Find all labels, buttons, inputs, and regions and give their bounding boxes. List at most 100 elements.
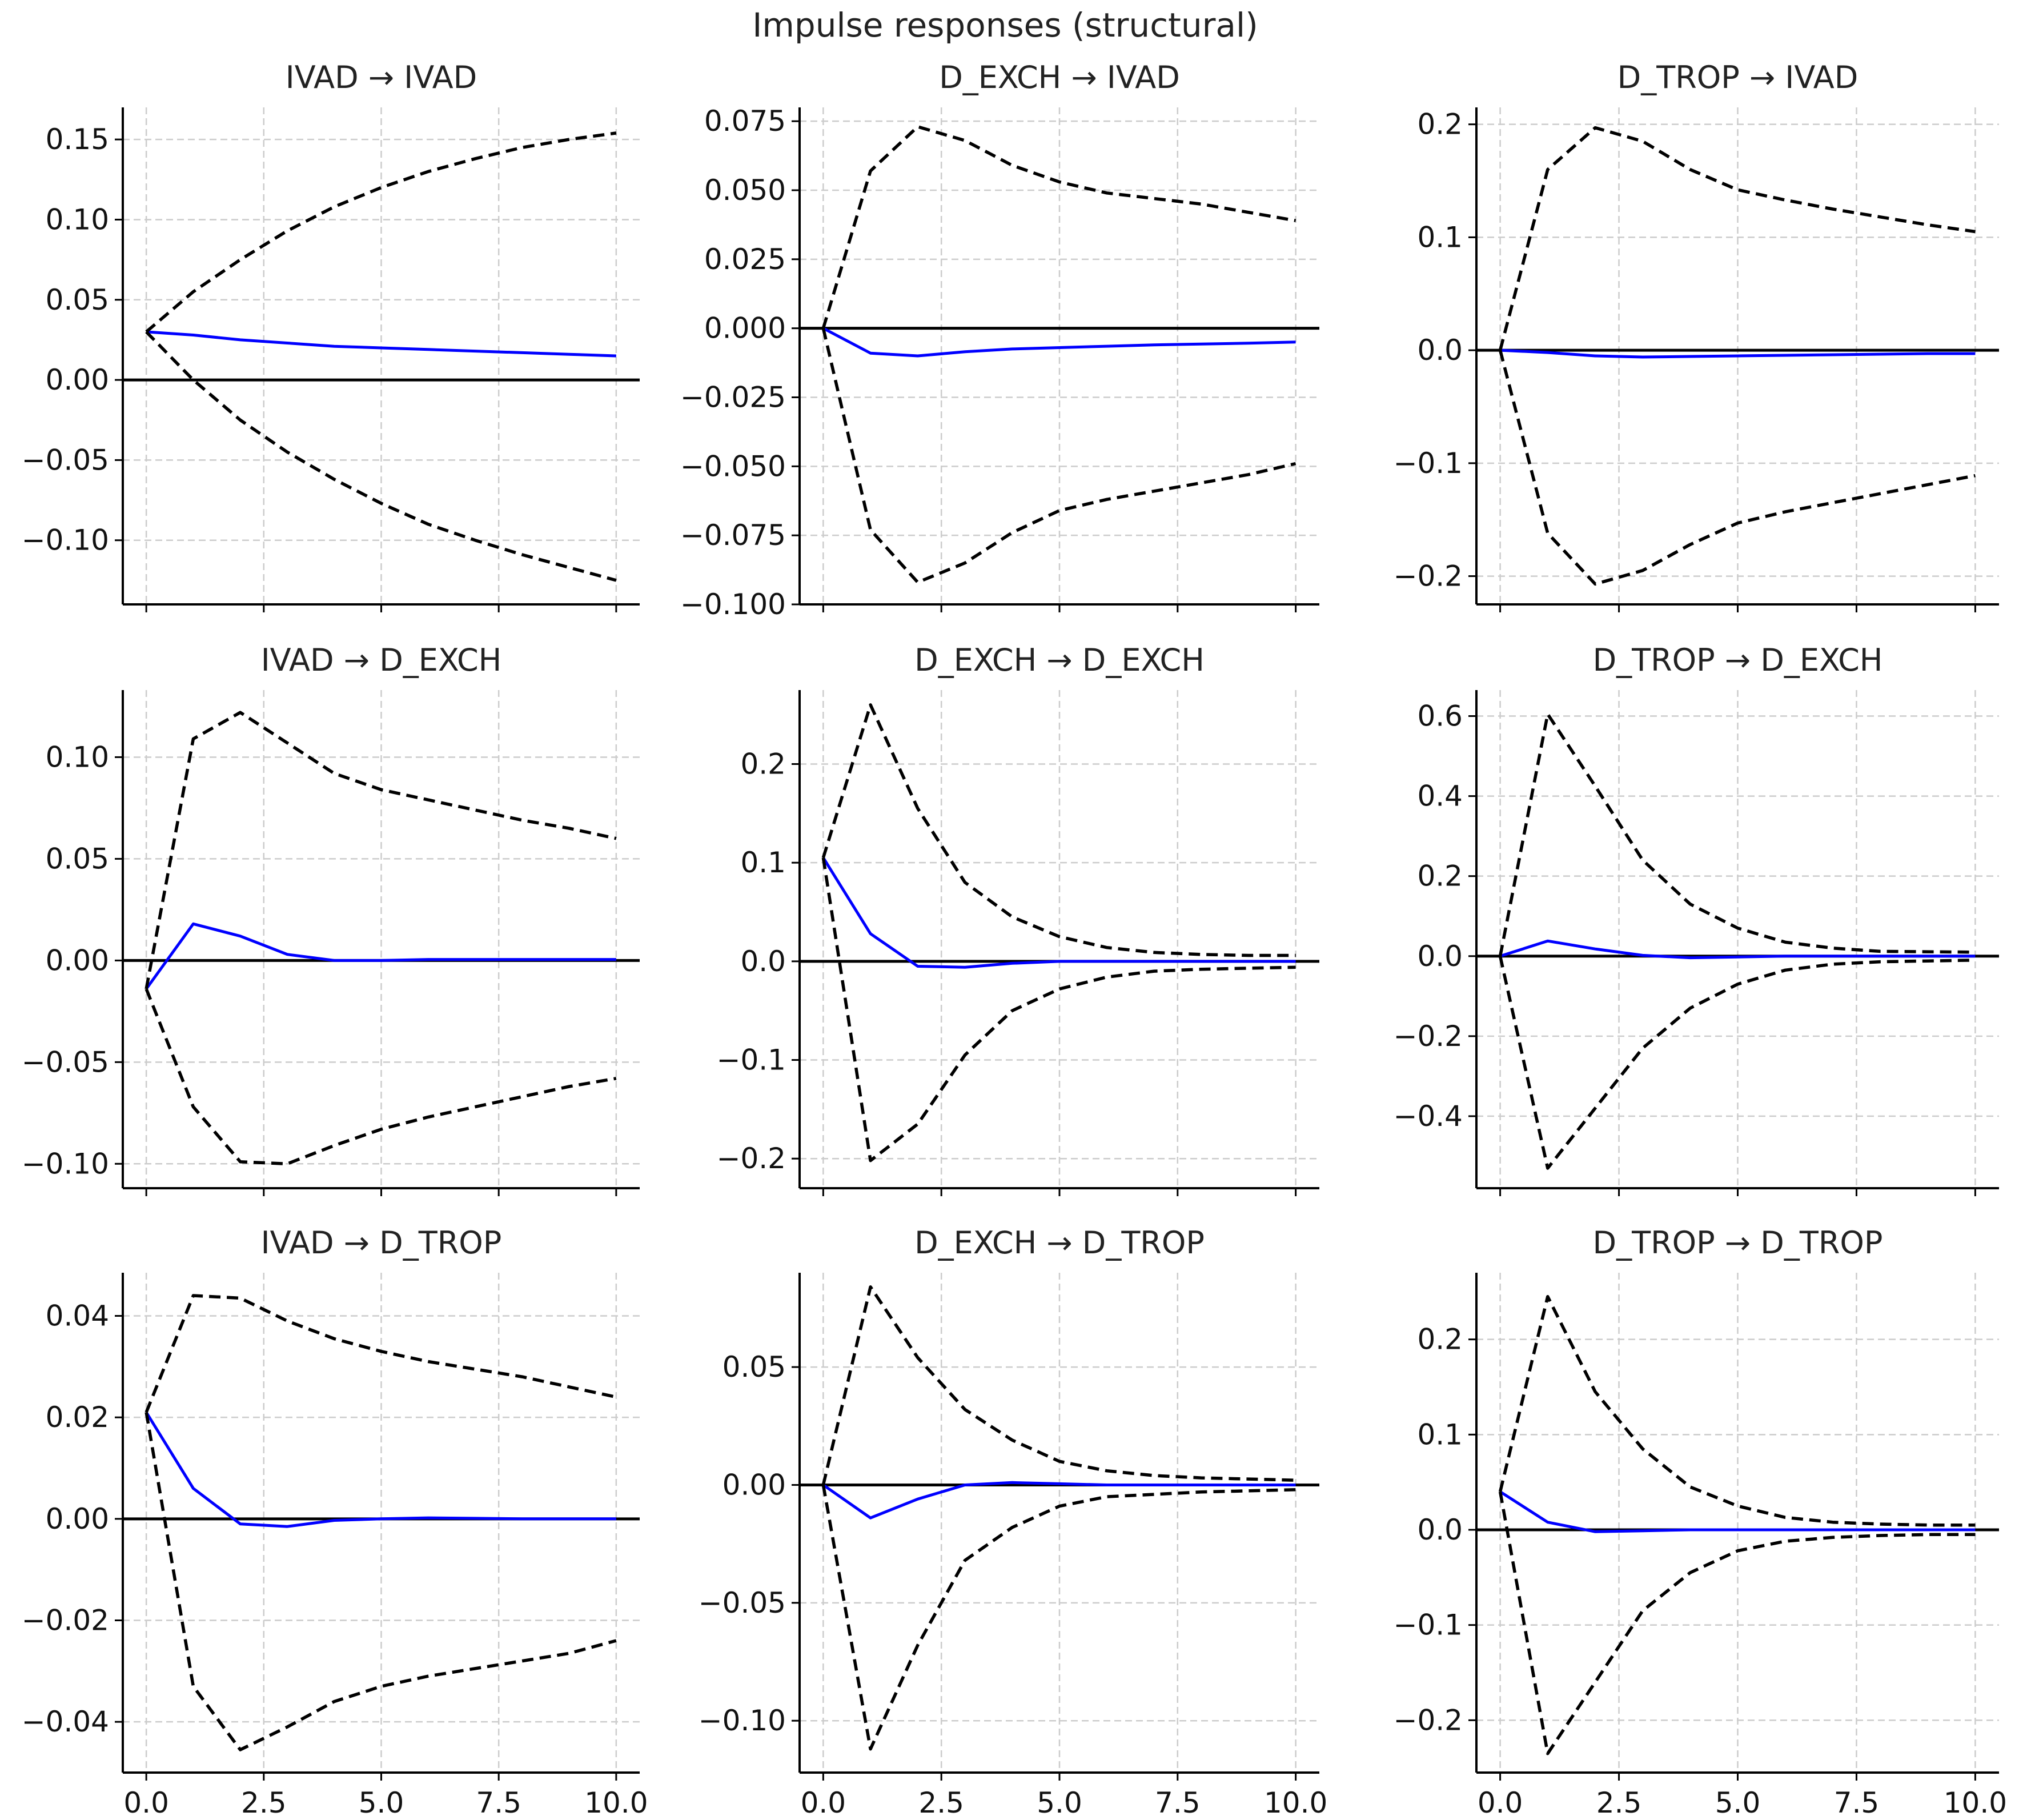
x-tick-label: 5.0: [1715, 1786, 1761, 1819]
x-tick-label: 0.0: [123, 1786, 169, 1819]
y-tick-label: −0.05: [22, 443, 109, 476]
response-line: [1499, 1490, 1976, 1533]
confidence-band-upper: [144, 711, 617, 989]
y-tick-label: −0.10: [22, 524, 109, 557]
y-tick-label: 0.05: [46, 283, 109, 316]
y-tick-label: 0.05: [722, 1350, 786, 1384]
y-tick-label: 0.075: [704, 105, 786, 138]
confidence-band-upper: [145, 131, 617, 333]
y-tick-label: 0.4: [1417, 780, 1463, 813]
confidence-band-upper: [821, 125, 1297, 329]
y-tick-label: −0.2: [717, 1142, 786, 1175]
confidence-band-lower: [821, 328, 1297, 584]
response-line: [822, 1481, 1296, 1520]
y-tick-label: −0.05: [699, 1586, 786, 1619]
panel-d-trop-d-trop: D_TROP → D_TROP 0.0 2.5 5.0 7.5 10.0 0.2 0.1 0.0…: [1394, 1225, 2007, 1819]
y-tick-label: 0.1: [740, 846, 786, 879]
confidence-band-upper: [821, 1285, 1296, 1486]
y-tick-label: 0.10: [46, 203, 109, 236]
confidence-band-lower: [1498, 1491, 1976, 1755]
response-line: [145, 922, 616, 990]
x-tick-label: 5.0: [359, 1786, 404, 1819]
y-tick-label: 0.2: [1417, 1323, 1463, 1356]
y-tick-label: 0.00: [46, 1502, 109, 1536]
y-tick-label: 0.6: [1417, 700, 1463, 733]
y-tick-label: 0.04: [46, 1300, 109, 1333]
y-tick-label: −0.10: [699, 1704, 786, 1737]
panel-title: D_EXCH → D_EXCH: [914, 642, 1205, 678]
confidence-band-lower: [821, 1485, 1296, 1751]
response-line: [822, 327, 1296, 358]
y-tick-label: 0.00: [46, 363, 109, 396]
confidence-band-upper: [1498, 126, 1976, 351]
y-tick-label: −0.1: [717, 1044, 786, 1077]
y-tick-label: −0.075: [680, 519, 786, 552]
x-tick-label: 10.0: [1264, 1786, 1327, 1819]
y-tick-label: 0.05: [46, 842, 109, 875]
panel-title: D_TROP → D_EXCH: [1593, 642, 1883, 678]
y-tick-label: −0.10: [22, 1147, 109, 1180]
x-tick-label: 10.0: [1944, 1786, 2007, 1819]
x-tick-label: 7.5: [1834, 1786, 1880, 1819]
panel-ivad-d-exch: IVAD → D_EXCH 0.10 0.05 0.00 −0.05 −0.10: [22, 642, 640, 1196]
panel-ivad-d-trop: IVAD → D_TROP 0.0 2.5 5.0 7.5 10.0 0.04 0.02 0.0…: [22, 1225, 648, 1819]
panel-d-trop-d-exch: D_TROP → D_EXCH 0.6 0.4 0.2 0.0 −0.2 −0.4: [1394, 642, 1999, 1196]
y-tick-label: −0.100: [680, 588, 786, 621]
panel-title: D_TROP → D_TROP: [1593, 1225, 1883, 1261]
panel-ivad-ivad: IVAD → IVAD 0.15 0.10 0.05 0.00 −0.05 −0.10: [22, 59, 640, 612]
x-tick-label: 2.5: [918, 1786, 964, 1819]
confidence-band-upper: [1498, 712, 1976, 957]
y-tick-label: 0.10: [46, 740, 109, 773]
y-tick-label: 0.000: [704, 312, 786, 345]
y-tick-label: −0.04: [22, 1705, 109, 1738]
y-tick-label: 0.2: [1417, 108, 1463, 141]
panel-d-trop-ivad: D_TROP → IVAD 0.2 0.1 0.0 −0.1 −0.2: [1394, 59, 1999, 612]
y-tick-label: 0.0: [1417, 334, 1463, 367]
y-tick-label: 0.02: [46, 1401, 109, 1434]
panel-d-exch-ivad: D_EXCH → IVAD 0.075 0.050 0.025 0.000 −0.025 −…: [680, 59, 1319, 621]
panel-d-exch-d-trop: D_EXCH → D_TROP 0.0 2.5 5.0 7.5 10.0 0.05 0.00 −…: [699, 1225, 1328, 1819]
response-line: [146, 330, 616, 358]
y-tick-label: 0.0: [1417, 1513, 1463, 1546]
x-tick-label: 2.5: [241, 1786, 287, 1819]
y-tick-label: 0.050: [704, 174, 786, 207]
panel-title: IVAD → IVAD: [286, 59, 477, 95]
y-tick-label: 0.2: [740, 748, 786, 781]
response-line: [144, 1411, 616, 1528]
y-tick-label: −0.02: [22, 1604, 109, 1637]
y-tick-label: 0.00: [722, 1468, 786, 1501]
y-tick-label: 0.15: [46, 123, 109, 156]
y-tick-label: −0.025: [680, 381, 786, 414]
y-tick-label: −0.1: [1394, 1609, 1463, 1642]
response-line: [1500, 348, 1976, 359]
y-tick-label: −0.2: [1394, 1020, 1463, 1053]
confidence-band-upper: [1498, 1294, 1976, 1527]
x-tick-label: 10.0: [584, 1786, 648, 1819]
confidence-band-lower: [1498, 350, 1976, 586]
x-tick-label: 0.0: [1478, 1786, 1523, 1819]
y-tick-label: −0.1: [1394, 447, 1463, 480]
panel-title: IVAD → D_EXCH: [261, 642, 502, 678]
confidence-band-lower: [1498, 956, 1976, 1170]
confidence-band-lower: [821, 857, 1296, 1162]
panel-title: D_EXCH → IVAD: [939, 59, 1180, 95]
x-tick-label: 7.5: [1155, 1786, 1201, 1819]
y-tick-label: 0.0: [1417, 940, 1463, 973]
y-tick-label: −0.2: [1394, 560, 1463, 593]
y-tick-label: 0.00: [46, 944, 109, 977]
y-tick-label: −0.4: [1394, 1100, 1463, 1133]
x-tick-label: 7.5: [476, 1786, 521, 1819]
x-tick-label: 2.5: [1596, 1786, 1642, 1819]
y-tick-label: −0.2: [1394, 1703, 1463, 1737]
confidence-band-lower: [145, 330, 617, 582]
response-line: [822, 857, 1296, 969]
y-tick-label: −0.05: [22, 1045, 109, 1079]
y-tick-label: −0.050: [680, 450, 786, 483]
confidence-band-lower: [144, 988, 617, 1166]
y-tick-label: 0.0: [740, 945, 786, 978]
figure-title: Impulse responses (structural): [752, 6, 1258, 45]
y-tick-label: 0.025: [704, 243, 786, 276]
y-tick-label: 0.1: [1417, 221, 1463, 254]
y-tick-label: 0.1: [1417, 1418, 1463, 1451]
panel-grid: IVAD → IVAD 0.15 0.10 0.05 0.00 −0.05 −0.10 D_E…: [22, 59, 2007, 1819]
